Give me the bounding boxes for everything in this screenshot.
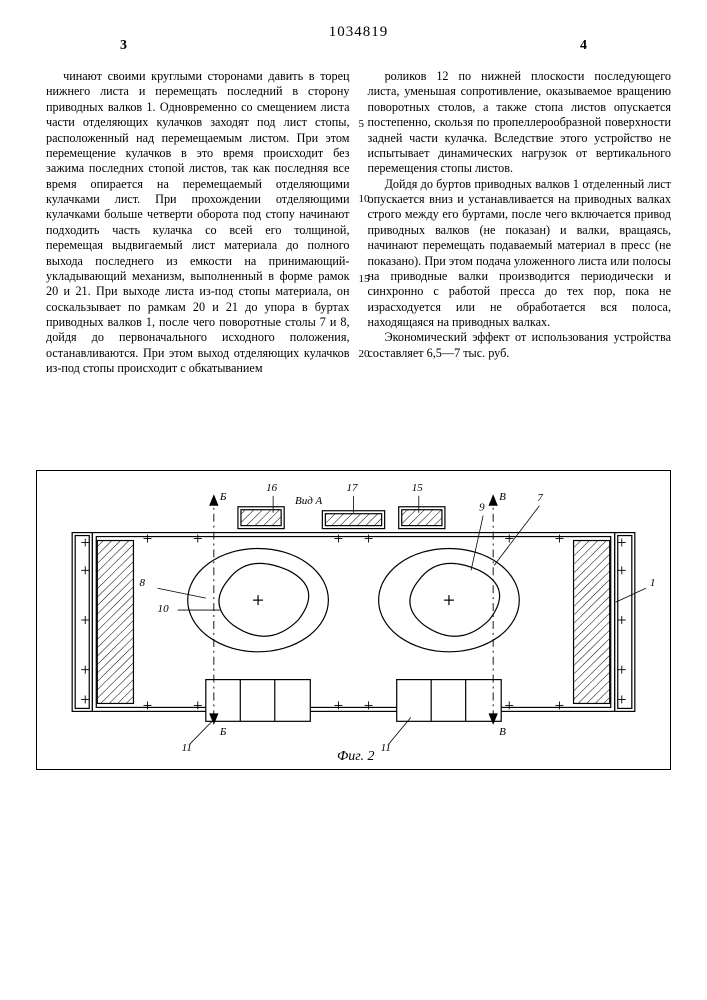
svg-text:10: 10 bbox=[158, 603, 170, 615]
label-vidA: Вид А bbox=[295, 495, 322, 507]
body-para: чинают своими круглыми сторонами давить … bbox=[46, 69, 350, 377]
body-para: Дойдя до буртов приводных валков 1 отдел… bbox=[368, 177, 672, 331]
page-num-left: 3 bbox=[120, 38, 127, 54]
body-para: Экономический эффект от использования ус… bbox=[368, 330, 672, 361]
svg-text:17: 17 bbox=[346, 482, 358, 494]
figure-svg: ББВВ8101617159711111 bbox=[37, 471, 670, 769]
svg-text:11: 11 bbox=[182, 742, 192, 754]
svg-text:1: 1 bbox=[650, 577, 656, 589]
svg-text:В: В bbox=[499, 726, 506, 738]
svg-text:11: 11 bbox=[381, 742, 391, 754]
svg-text:В: В bbox=[499, 491, 506, 503]
svg-text:9: 9 bbox=[479, 502, 485, 514]
figure-caption: Фиг. 2 bbox=[337, 749, 375, 765]
lm-5: 5 bbox=[359, 119, 365, 130]
page-num-right: 4 bbox=[580, 38, 587, 54]
svg-text:15: 15 bbox=[412, 482, 424, 494]
left-column: чинают своими круглыми сторонами давить … bbox=[46, 69, 350, 429]
patent-page: 1034819 3 4 чинают своими круглыми сторо… bbox=[0, 0, 707, 1000]
svg-text:Б: Б bbox=[219, 491, 227, 503]
patent-number: 1034819 bbox=[46, 24, 671, 41]
text-columns: чинают своими круглыми сторонами давить … bbox=[46, 69, 671, 429]
svg-text:8: 8 bbox=[139, 577, 145, 589]
svg-text:7: 7 bbox=[537, 492, 543, 504]
right-column: роликов 12 по нижней плоскости последующ… bbox=[368, 69, 672, 429]
svg-text:16: 16 bbox=[266, 482, 278, 494]
body-para: роликов 12 по нижней плоскости последующ… bbox=[368, 69, 672, 177]
svg-text:Б: Б bbox=[219, 726, 227, 738]
figure-2: ББВВ8101617159711111 Вид А Фиг. 2 bbox=[36, 470, 671, 770]
